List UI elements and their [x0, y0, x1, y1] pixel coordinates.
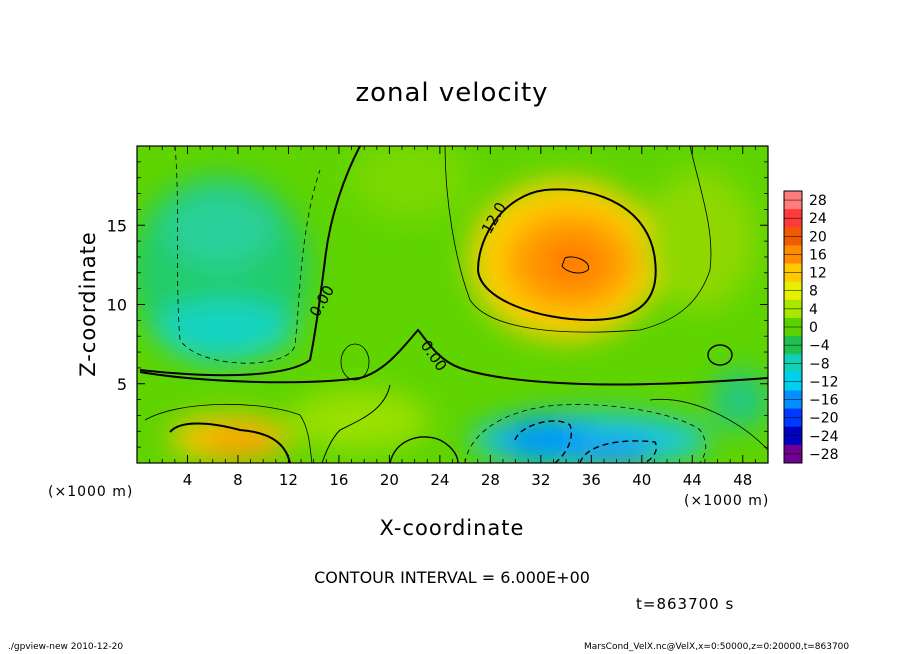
x-tick-label: 24 [430, 471, 449, 489]
x-tick-label: 28 [481, 471, 500, 489]
contour-neg6-lower-right [464, 404, 707, 463]
colorbar-label: 12 [809, 266, 827, 282]
x-tick-label: 4 [183, 471, 193, 489]
y-tick-label: 5 [117, 375, 127, 394]
colorbar-segment [784, 336, 802, 355]
y-tick-label: 15 [107, 216, 127, 235]
field-pos-lower-left-core [200, 427, 280, 457]
field-neg-right-strip [710, 370, 768, 430]
colorbar-label: 16 [809, 247, 827, 263]
contour-neg6-left [174, 146, 321, 364]
x-tick-label: 32 [531, 471, 550, 489]
x-unit-label-right: (×1000 m) [684, 493, 770, 509]
x-tick-label: 20 [380, 471, 399, 489]
x-axis-label: X-coordinate [379, 516, 525, 540]
contour-zero-lower-right [649, 398, 768, 451]
plot-field: 12.0 0.00 0.00 [137, 146, 768, 463]
colorbar-label: 20 [809, 229, 827, 245]
colorbar-label: −28 [809, 447, 839, 463]
colorbar-label: −8 [809, 356, 830, 372]
contour-blob-center [340, 343, 370, 381]
contour-blob-right [707, 344, 733, 366]
colorbar-label: −24 [809, 429, 839, 445]
footer-right-text: MarsCond_VelX.nc@VelX,x=0:50000,z=0:2000… [584, 642, 850, 652]
y-axis-label: Z-coordinate [76, 231, 100, 377]
x-tick-label: 12 [279, 471, 298, 489]
contour-interval-text: CONTOUR INTERVAL = 6.000E+00 [314, 568, 590, 587]
field-neg-left-core [155, 300, 295, 360]
field-pos-top-center [350, 146, 470, 220]
colorbar-label: −4 [809, 338, 830, 354]
contour-6-pos-upper [444, 146, 712, 333]
x-tick-label: 8 [233, 471, 243, 489]
colorbar-label: 28 [809, 193, 827, 209]
field-neg-lower-right-core2 [575, 440, 655, 463]
contour-pos6-lower-left [144, 403, 313, 463]
x-tick-label: 16 [329, 471, 348, 489]
x-tick-label: 36 [582, 471, 601, 489]
colorbar-label: −16 [809, 393, 839, 409]
contour-zero-upper [139, 146, 361, 377]
colorbar: 28 24 20 16 12 8 4 0 −4 −8 −12 −16 −20 −24 −28 [783, 190, 839, 464]
colorbar-label: 0 [809, 320, 818, 336]
contour-zero-middle [139, 328, 768, 386]
contour-zero-lower [321, 384, 391, 463]
colorbar-segment [784, 372, 802, 391]
field-pos-center [542, 240, 602, 284]
colorbar-segment [784, 408, 802, 428]
contour-18 [561, 256, 590, 274]
x-tick-label: 40 [632, 471, 651, 489]
y-tick-label: 10 [107, 296, 127, 315]
colorbar-label: −12 [809, 374, 839, 390]
colorbar-label: 24 [809, 211, 827, 227]
field-pos-right [645, 170, 755, 310]
x-tick-label: 44 [683, 471, 702, 489]
x-unit-label-left: (×1000 m) [48, 484, 134, 500]
y-axis: 5 10 15 [107, 161, 768, 448]
time-text: t=863700 s [636, 595, 735, 613]
colorbar-label: 8 [809, 284, 818, 300]
contour-neg12-lower2 [579, 440, 657, 463]
x-axis: 4 8 12 16 20 24 28 32 36 40 44 48 [149, 146, 756, 489]
x-tick-label: 48 [733, 471, 752, 489]
contour-neg12-lower [514, 420, 572, 463]
colorbar-label: 4 [809, 302, 818, 318]
colorbar-label: −20 [809, 411, 839, 427]
field-neg-left-upper [165, 190, 275, 270]
colorbar-segment [784, 444, 802, 464]
footer-left-text: ./gpview-new 2010-12-20 [8, 642, 124, 652]
contour-pos-lower-left [169, 422, 291, 463]
contour-lower-center-bump [389, 436, 459, 463]
contour-12 [476, 188, 657, 322]
chart-title: zonal velocity [355, 78, 549, 108]
